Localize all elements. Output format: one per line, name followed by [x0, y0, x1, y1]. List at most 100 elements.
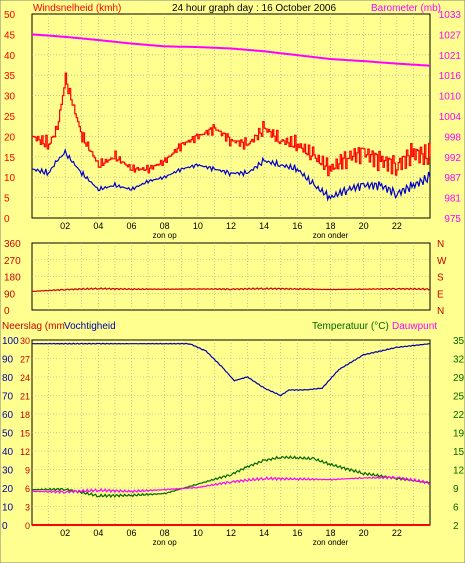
wind-barometer-panel: 0510152025303540455097598198799299810041… [4, 10, 461, 240]
y-tick-rain: 21 [20, 392, 30, 402]
y-tick-humidity: 90 [2, 355, 14, 366]
rain-axis-title: Neerslag (mm [2, 321, 65, 332]
x-tick-label: 22 [392, 528, 402, 538]
y-tick-barometer: 981 [444, 194, 461, 205]
y-tick-direction: 360 [4, 239, 21, 250]
x-tick-label: 04 [93, 221, 103, 231]
y-tick-wind: 35 [4, 71, 16, 82]
y-tick-wind: 50 [4, 10, 16, 21]
compass-label: N [437, 306, 444, 317]
y-tick-direction: 0 [4, 306, 10, 317]
x-tick-label: 08 [160, 528, 170, 538]
sun-annotation: zon op [153, 231, 178, 240]
y-tick-direction: 270 [4, 256, 21, 267]
series-dauwpunt-line [31, 475, 431, 495]
y-tick-temperature: 6 [453, 503, 459, 514]
sun-annotation: zon op [153, 538, 178, 547]
wind-axis-title: Windsnelheid (kmh) [33, 3, 121, 14]
sun-annotation: zon onder [313, 231, 349, 240]
x-tick-label: 18 [325, 221, 335, 231]
y-tick-direction: 90 [4, 289, 16, 300]
series-windstoten-line [32, 72, 431, 177]
y-tick-humidity: 100 [2, 336, 19, 347]
y-tick-humidity: 0 [2, 521, 8, 532]
series-temperatuur-line [31, 455, 431, 499]
y-tick-barometer: 1021 [439, 51, 462, 62]
x-tick-label: 06 [126, 528, 136, 538]
y-tick-rain: 12 [20, 447, 30, 457]
y-tick-wind: 15 [4, 153, 16, 164]
y-tick-barometer: 1027 [439, 30, 462, 41]
y-tick-wind: 10 [4, 173, 16, 184]
y-tick-wind: 25 [4, 112, 16, 123]
y-tick-wind: 0 [4, 214, 10, 225]
x-tick-label: 22 [392, 221, 402, 231]
series-barometer-line [31, 33, 431, 67]
y-tick-wind: 20 [4, 132, 16, 143]
y-tick-humidity: 20 [2, 484, 14, 495]
series-vochtigheid-line [32, 342, 430, 397]
series-windsnelheid-line [31, 147, 431, 202]
y-tick-temperature: 12 [453, 466, 465, 477]
sun-annotation: zon onder [313, 538, 349, 547]
y-tick-barometer: 998 [444, 132, 461, 143]
x-tick-label: 16 [292, 528, 302, 538]
compass-label: S [437, 273, 444, 284]
y-tick-temperature: 2 [453, 521, 459, 532]
x-tick-label: 14 [259, 221, 269, 231]
compass-label: N [437, 239, 444, 250]
y-tick-humidity: 30 [2, 466, 14, 477]
y-tick-temperature: 32 [453, 355, 465, 366]
y-tick-temperature: 15 [453, 447, 465, 458]
y-tick-rain: 15 [20, 429, 30, 439]
x-tick-label: 12 [226, 221, 236, 231]
y-tick-rain: 27 [20, 355, 30, 365]
y-tick-humidity: 80 [2, 373, 14, 384]
y-tick-humidity: 50 [2, 429, 14, 440]
x-tick-label: 20 [359, 221, 369, 231]
x-tick-label: 06 [126, 221, 136, 231]
y-tick-rain: 9 [25, 466, 30, 476]
y-tick-barometer: 1010 [439, 92, 462, 103]
x-tick-label: 04 [93, 528, 103, 538]
x-tick-label: 12 [226, 528, 236, 538]
y-tick-humidity: 10 [2, 503, 14, 514]
y-tick-barometer: 992 [444, 153, 461, 164]
barometer-axis-title: Barometer (mb) [371, 3, 441, 14]
y-tick-barometer: 975 [444, 214, 461, 225]
y-tick-wind: 5 [4, 194, 10, 205]
x-tick-label: 20 [359, 528, 369, 538]
x-tick-label: 02 [60, 221, 70, 231]
y-tick-temperature: 22 [453, 410, 465, 421]
compass-label: E [437, 289, 444, 300]
temperature-axis-title: Temperatuur (°C) [312, 321, 389, 332]
compass-label: W [437, 256, 447, 267]
y-tick-barometer: 1033 [439, 10, 462, 21]
y-tick-rain: 30 [20, 336, 30, 346]
x-tick-label: 10 [193, 221, 203, 231]
series-windrichting-line [31, 287, 431, 292]
y-tick-barometer: 1016 [439, 71, 462, 82]
y-tick-rain: 6 [25, 484, 30, 494]
y-tick-humidity: 70 [2, 392, 14, 403]
y-tick-temperature: 25 [453, 392, 465, 403]
y-tick-humidity: 40 [2, 447, 14, 458]
humidity-temperature-panel: 0 10 20 30 40 50 60 70 80 90 100 0 3 6 9 12 15 18 21 24 27 30… [2, 336, 465, 547]
y-tick-direction: 180 [4, 273, 21, 284]
y-tick-wind: 40 [4, 51, 16, 62]
y-tick-wind: 30 [4, 92, 16, 103]
y-tick-wind: 45 [4, 30, 16, 41]
x-tick-label: 14 [259, 528, 269, 538]
y-tick-temperature: 19 [453, 429, 465, 440]
chart-title: 24 hour graph day : 16 October 2006 [172, 3, 336, 14]
y-tick-humidity: 60 [2, 410, 14, 421]
y-tick-temperature: 9 [453, 484, 459, 495]
y-tick-rain: 3 [25, 503, 30, 513]
x-tick-label: 02 [60, 528, 70, 538]
x-tick-label: 18 [325, 528, 335, 538]
x-tick-label: 16 [292, 221, 302, 231]
y-tick-barometer: 1004 [439, 112, 462, 123]
x-tick-label: 10 [193, 528, 203, 538]
